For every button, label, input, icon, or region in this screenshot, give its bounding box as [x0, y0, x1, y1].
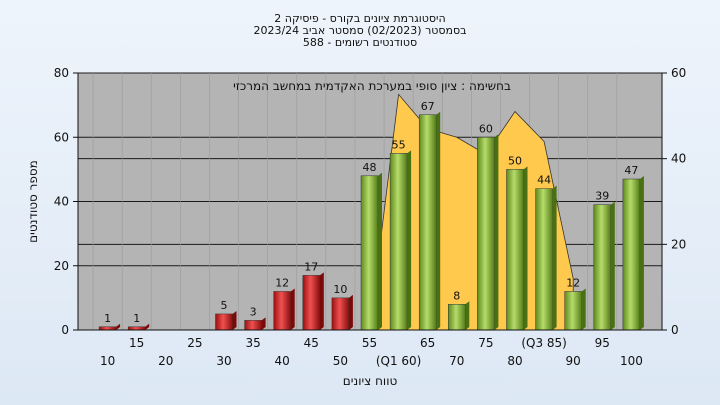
bar: [302, 275, 321, 331]
x-tick-label: 80: [507, 354, 522, 368]
x-tick-label: 35: [245, 336, 260, 350]
x-tick-label: 45: [304, 336, 319, 350]
bar-value-label: 3: [250, 305, 257, 318]
bar: [389, 153, 408, 331]
x-tick-label: 30: [216, 354, 231, 368]
bar: [506, 169, 524, 331]
bar: [331, 297, 350, 331]
x-tick-label: 25: [187, 336, 202, 350]
bar-value-label: 48: [363, 161, 377, 174]
bar-value-label: 1: [104, 312, 111, 325]
bar-side: [465, 301, 470, 330]
bar: [215, 313, 233, 331]
bar-side: [319, 272, 324, 330]
bar-value-label: 67: [421, 100, 435, 113]
bar-side: [523, 166, 528, 330]
bar-value-label: 60: [479, 122, 493, 135]
x-axis-label: טווח ציונים: [343, 374, 398, 388]
bar: [244, 320, 262, 331]
bar-side: [494, 134, 499, 330]
bar: [448, 304, 466, 331]
bar: [418, 114, 437, 331]
x-tick-label: 100: [620, 354, 643, 368]
chart-title-line-1: היסטוגרמת ציונים בקורס - פיסיקה 2: [274, 12, 446, 25]
x-tick-label: (Q3 85): [521, 336, 567, 350]
bar: [477, 137, 495, 331]
bar: [273, 291, 291, 331]
x-tick-label: 40: [275, 354, 290, 368]
x-tick-label: 75: [478, 336, 493, 350]
x-tick-label: 10: [100, 354, 115, 368]
x-tick-label: 55: [362, 336, 377, 350]
bar-value-label: 5: [221, 299, 228, 312]
bar-side: [407, 150, 412, 330]
bar-value-label: 10: [333, 283, 347, 296]
y2-tick-label: 40: [671, 152, 686, 166]
y2-tick-label: 20: [671, 237, 686, 251]
x-tick-label: 70: [449, 354, 464, 368]
bar-side: [145, 323, 150, 330]
bar: [564, 291, 582, 331]
bar-value-label: 17: [304, 260, 318, 273]
bar: [535, 188, 553, 331]
x-tick-label: (Q1 60): [376, 354, 422, 368]
bar: [593, 204, 612, 331]
bar-side: [261, 317, 266, 330]
bar: [622, 178, 641, 331]
y2-tick-label: 60: [671, 66, 686, 80]
bar-side: [610, 201, 615, 330]
y-tick-label: 80: [54, 66, 69, 80]
y-tick-label: 0: [61, 323, 69, 337]
bar-value-label: 50: [508, 154, 522, 167]
bar-side: [581, 288, 586, 330]
y-axis-label: מספר סטודנטים: [26, 160, 40, 243]
bar-side: [639, 176, 644, 330]
bar-value-label: 8: [453, 289, 460, 302]
bar-value-label: 12: [566, 276, 580, 289]
bar-value-label: 39: [595, 190, 609, 203]
bar-value-label: 1: [133, 312, 140, 325]
bar-side: [552, 185, 557, 330]
bar-side: [348, 294, 353, 330]
x-tick-label: 95: [595, 336, 610, 350]
chart-title-line-2: בסמסטר (02/2023) סמסטר אביב 2023/24: [253, 24, 467, 37]
bar-value-label: 55: [392, 138, 406, 151]
x-tick-label: 15: [129, 336, 144, 350]
x-tick-label: 50: [333, 354, 348, 368]
y2-tick-label: 0: [671, 323, 679, 337]
bar-value-label: 47: [624, 164, 638, 177]
x-tick-label: 65: [420, 336, 435, 350]
bar: [360, 175, 379, 331]
y-tick-label: 40: [54, 195, 69, 209]
y-tick-label: 20: [54, 259, 69, 273]
bar-side: [290, 288, 295, 330]
x-tick-label: 20: [158, 354, 173, 368]
bar-side: [232, 310, 237, 330]
bar-side: [116, 323, 121, 330]
bar-value-label: 12: [275, 276, 289, 289]
bar-side: [436, 111, 441, 330]
chart-title-line-3: סטודנטים רשומים - 588: [302, 36, 418, 49]
x-tick-label: 90: [566, 354, 581, 368]
bar-value-label: 44: [537, 174, 551, 187]
chart-annotation: בחשימה : ציון סופי במערכת האקדמית במחשב …: [233, 79, 511, 93]
y-tick-label: 60: [54, 130, 69, 144]
bar-side: [378, 172, 382, 330]
axes-group: 020406080020406010152025303540455055(Q1 …: [54, 66, 687, 368]
